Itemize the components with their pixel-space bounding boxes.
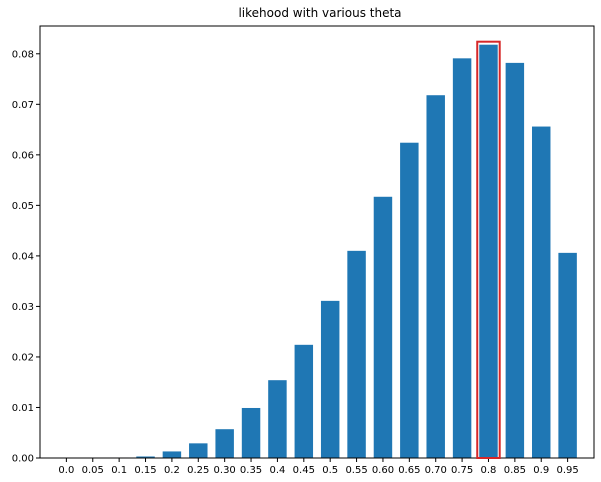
bar-0.15 [136,456,155,458]
y-tick-label: 0.06 [12,150,34,161]
bar-0.75 [452,58,472,458]
x-tick-label: 0.1 [111,465,127,476]
y-tick-label: 0.05 [12,201,34,212]
x-tick-label: 0.55 [345,465,367,476]
x-tick-label: 0.60 [372,465,394,476]
x-tick-label: 0.70 [425,465,447,476]
bar-0.85 [505,62,525,458]
x-tick-label: 0.0 [58,465,74,476]
x-tick-label: 0.35 [240,465,262,476]
bar-0.25 [189,443,208,458]
bar-0.9 [532,126,551,459]
x-tick-label: 0.2 [164,465,180,476]
x-tick-label: 0.9 [533,465,549,476]
bar-0.45 [294,344,314,458]
x-tick-label: 0.75 [451,465,473,476]
bar-0.60 [373,196,393,459]
x-tick-label: 0.65 [398,465,420,476]
y-tick-label: 0.03 [12,302,34,313]
bar-0.95 [558,252,577,458]
bars [109,44,577,459]
x-tick-label: 0.4 [269,465,285,476]
x-tick-label: 0.45 [293,465,315,476]
y-tick-label: 0.01 [12,403,34,414]
bar-0.55 [347,250,366,458]
x-tick-label: 0.30 [214,465,236,476]
x-tick-label: 0.95 [556,465,578,476]
highlight-box [476,40,501,460]
x-tick-label: 0.5 [322,465,338,476]
bar-0.70 [426,95,445,458]
x-tick-label: 0.25 [187,465,209,476]
bar-0.4 [268,380,287,458]
y-tick-label: 0.02 [12,352,34,363]
y-axis-ticks: 0.00 0.01 0.02 0.03 0.04 0.05 0.06 0.07 0.08 [12,49,40,465]
x-tick-label: 0.85 [504,465,526,476]
y-tick-label: 0.04 [12,251,34,262]
y-tick-label: 0.00 [12,454,34,465]
bar-0.5 [320,300,340,458]
bar-0.65 [400,142,419,458]
x-axis-ticks: 0.0 0.05 0.1 0.15 0.2 0.25 0.30 0.35 0.4 0.45 0.5 0… [58,458,579,476]
plot-frame [39,25,595,459]
bar-0.2 [162,451,182,458]
bar-0.8 [479,44,498,459]
y-tick-label: 0.08 [12,49,34,60]
x-tick-label: 0.8 [481,465,497,476]
y-tick-label: 0.07 [12,100,34,111]
chart-title: likehood with various theta [238,6,401,20]
bar-0.30 [215,429,234,458]
x-tick-label: 0.15 [134,465,156,476]
bar-0.35 [241,407,261,458]
x-tick-label: 0.05 [82,465,104,476]
